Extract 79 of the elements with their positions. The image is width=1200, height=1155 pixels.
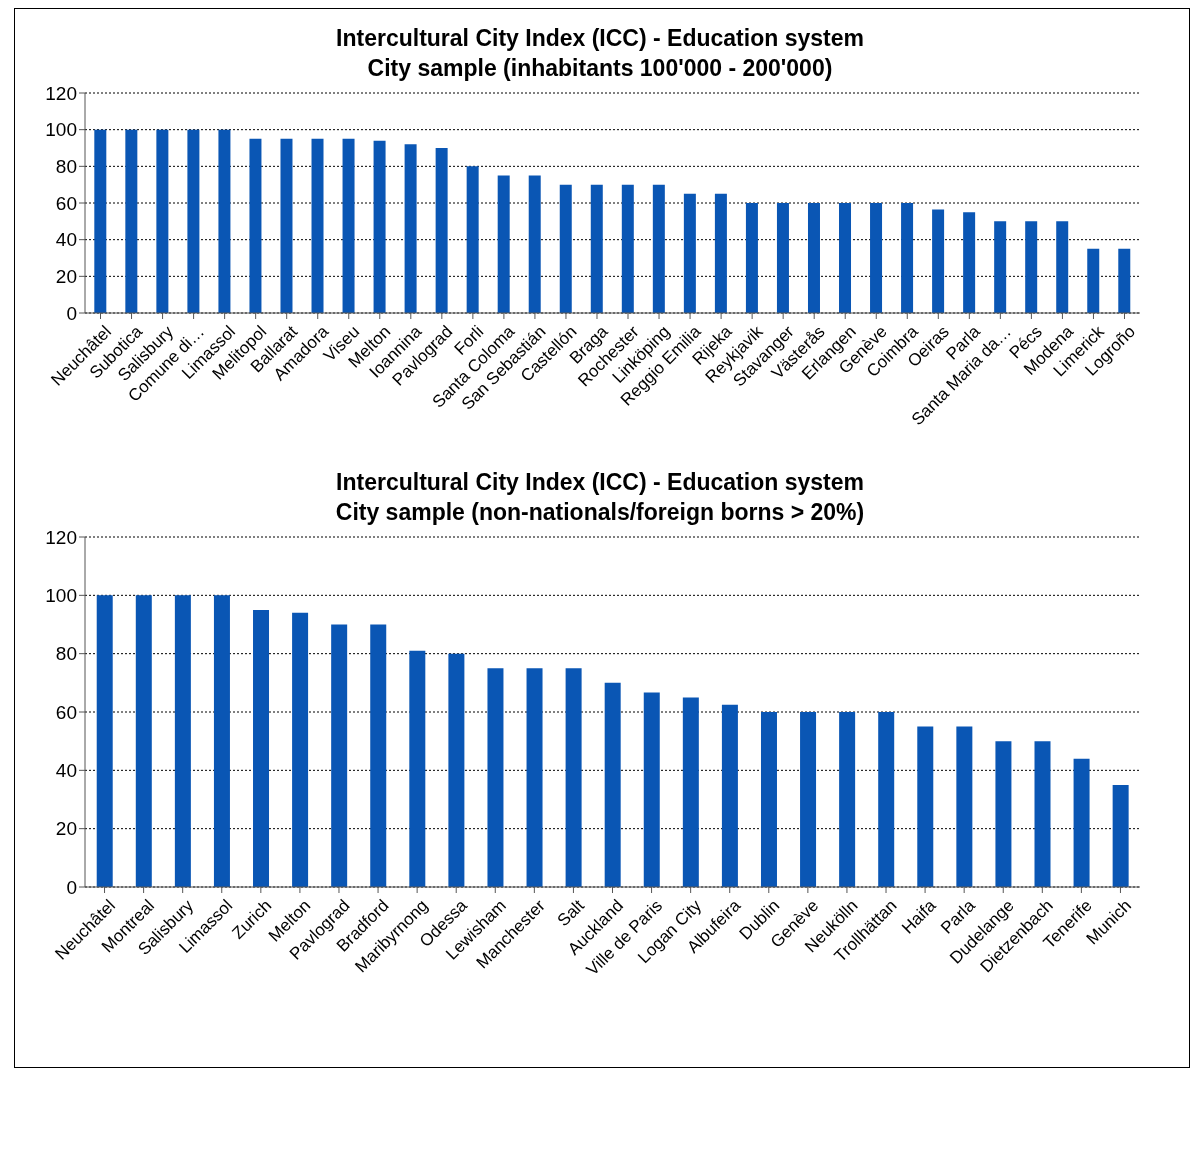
bar (604, 682, 621, 887)
bar (714, 193, 727, 313)
bar (590, 184, 603, 313)
bar (745, 203, 758, 313)
bar (1034, 741, 1051, 887)
bar (1112, 784, 1129, 887)
y-tick-label: 0 (66, 876, 77, 898)
bar (528, 175, 541, 313)
bar (213, 595, 230, 887)
chart-subtitle: City sample (inhabitants 100'000 - 200'000) (366, 54, 834, 83)
y-tick-label: 60 (55, 701, 77, 723)
bar (497, 175, 510, 313)
y-tick-label: 20 (55, 266, 77, 288)
bar (280, 138, 293, 313)
y-tick-label: 40 (55, 229, 77, 251)
bar (878, 712, 895, 887)
bar (683, 193, 696, 313)
bar (435, 148, 448, 313)
bar (187, 129, 200, 313)
bar (800, 712, 817, 887)
bar (404, 144, 417, 313)
bar (870, 203, 883, 313)
bar (956, 726, 973, 887)
bar (373, 140, 386, 313)
bar (94, 129, 107, 313)
bar (682, 697, 699, 887)
bar (174, 595, 191, 887)
bar (218, 129, 231, 313)
bar (1118, 248, 1131, 313)
bar (776, 203, 789, 313)
bar (125, 129, 138, 313)
bar (1073, 758, 1090, 887)
bar (839, 712, 856, 887)
bar (1087, 248, 1100, 313)
y-tick-label: 80 (55, 156, 77, 178)
bar (526, 668, 543, 887)
bar (135, 595, 152, 887)
bar (559, 184, 572, 313)
bar (448, 653, 465, 887)
y-tick-label: 120 (45, 82, 77, 104)
bar (721, 704, 738, 887)
y-tick-label: 40 (55, 760, 77, 782)
bar (409, 650, 426, 887)
y-tick-label: 60 (55, 192, 77, 214)
bar (963, 212, 976, 313)
y-tick-label: 0 (66, 302, 77, 324)
bar (932, 209, 945, 313)
bar (96, 595, 113, 887)
bar (249, 138, 262, 313)
chart-title: Intercultural City Index (ICC) - Education system (335, 24, 865, 53)
bar (342, 138, 355, 313)
bar (621, 184, 634, 313)
chart-subtitle: City sample (non-nationals/foreign borns > 20%) (334, 498, 866, 527)
bar (565, 668, 582, 887)
bar (643, 692, 660, 887)
bar (901, 203, 914, 313)
bar (994, 221, 1007, 313)
bar (807, 203, 820, 313)
bar (331, 624, 348, 887)
bar (652, 184, 665, 313)
bar (760, 712, 777, 887)
bar (839, 203, 852, 313)
bar (1025, 221, 1038, 313)
bar (311, 138, 324, 313)
bar (292, 612, 309, 887)
bar (487, 668, 504, 887)
bar (370, 624, 387, 887)
y-tick-label: 100 (45, 585, 77, 607)
bar (253, 609, 270, 887)
bar (156, 129, 169, 313)
bar (995, 741, 1012, 887)
bar (466, 166, 479, 313)
y-tick-label: 120 (45, 526, 77, 548)
bar (917, 726, 934, 887)
y-tick-label: 80 (55, 643, 77, 665)
chart-title: Intercultural City Index (ICC) - Education system (335, 468, 865, 497)
bar (1056, 221, 1069, 313)
y-tick-label: 20 (55, 818, 77, 840)
y-tick-label: 100 (45, 119, 77, 141)
